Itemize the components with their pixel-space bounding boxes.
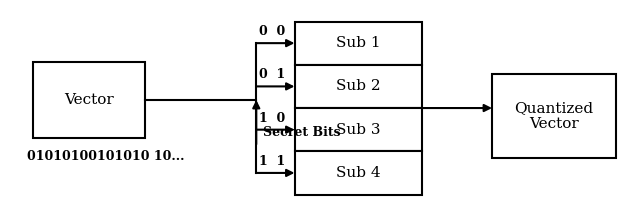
- Text: Secret Bits: Secret Bits: [262, 126, 340, 139]
- Text: 01010100101010 10...: 01010100101010 10...: [27, 150, 184, 163]
- Bar: [33, 62, 145, 138]
- Text: Sub 2: Sub 2: [336, 79, 381, 93]
- Text: Vector: Vector: [64, 93, 114, 107]
- Text: Sub 1: Sub 1: [336, 36, 381, 50]
- Text: 0  0: 0 0: [259, 25, 285, 38]
- Bar: [294, 65, 422, 108]
- Text: 1  0: 1 0: [259, 112, 285, 125]
- Bar: [294, 108, 422, 151]
- Bar: [294, 21, 422, 65]
- Text: Sub 4: Sub 4: [336, 166, 381, 180]
- Text: Quantized
Vector: Quantized Vector: [515, 101, 594, 131]
- Bar: [294, 151, 422, 195]
- Text: Sub 3: Sub 3: [336, 123, 381, 137]
- Bar: [492, 74, 616, 158]
- Text: 1  1: 1 1: [259, 155, 285, 168]
- Text: 0  1: 0 1: [259, 68, 285, 81]
